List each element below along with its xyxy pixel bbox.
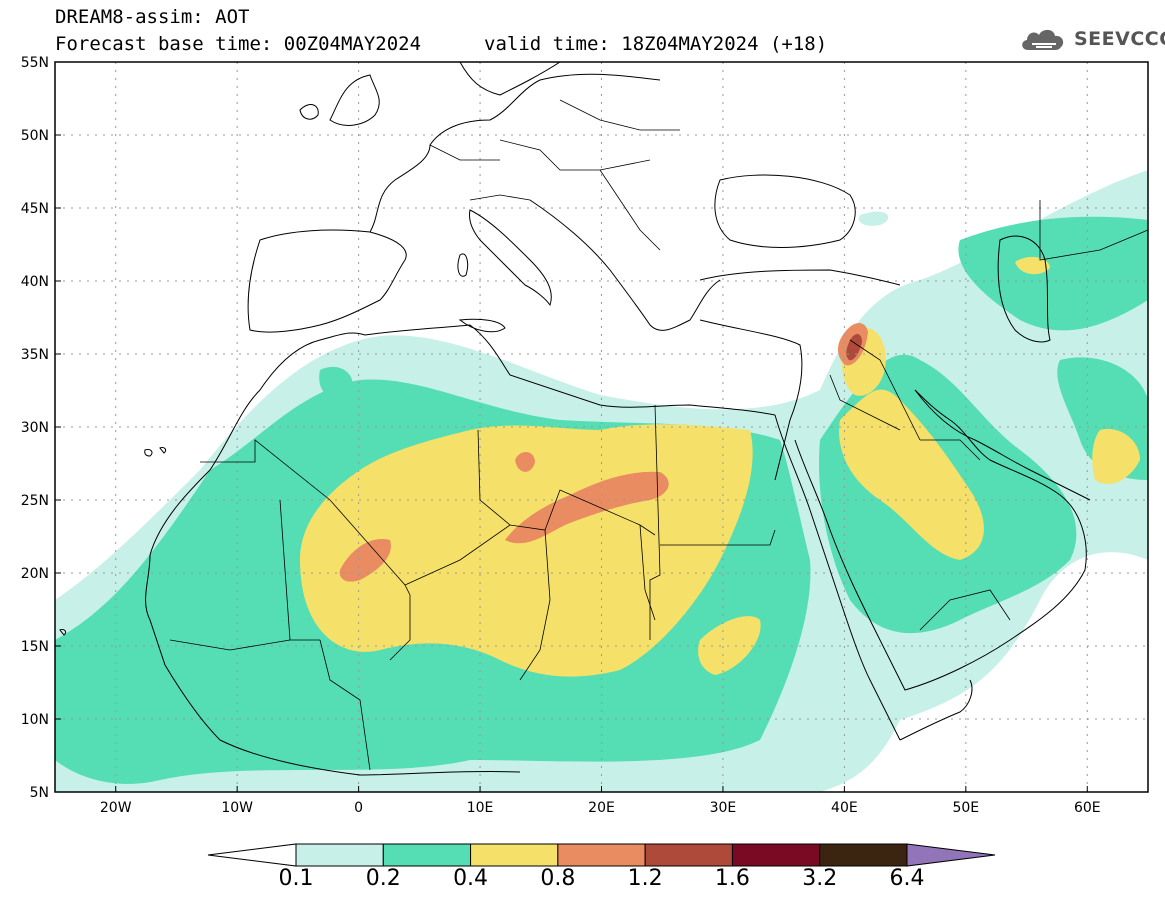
- colorbar-label: 0.1: [278, 866, 314, 891]
- colorbar-label: 1.6: [714, 866, 750, 891]
- colorbar-segment: [470, 843, 559, 867]
- lon-label: 50E: [952, 800, 979, 816]
- map-title: DREAM8-assim: AOT: [55, 6, 250, 28]
- lon-label: 20W: [100, 800, 132, 816]
- colorbar-label: 3.2: [802, 866, 838, 891]
- cloud-icon: [1022, 29, 1064, 50]
- lon-label: 0: [354, 800, 363, 816]
- aot-band-0.8: [505, 471, 669, 544]
- logo-text: SEEVCCC: [1074, 28, 1165, 50]
- colorbar-label: 6.4: [889, 866, 925, 891]
- lat-label: 20N: [21, 566, 49, 582]
- seevccc-logo: SEEVCCC: [1018, 22, 1165, 56]
- lat-label: 50N: [21, 128, 49, 144]
- lon-label: 30E: [710, 800, 737, 816]
- coastlines: [59, 62, 1091, 776]
- graticule: [55, 62, 1148, 792]
- lat-label: 5N: [30, 785, 49, 801]
- country-borders: [169, 99, 1148, 771]
- colorbar-segment: [295, 843, 384, 867]
- lat-label: 35N: [21, 347, 49, 363]
- colorbar-segment: [207, 843, 297, 867]
- lon-label: 10W: [221, 800, 253, 816]
- lon-label: 60E: [1074, 800, 1101, 816]
- colorbar-label: 0.4: [453, 866, 489, 891]
- lat-label: 40N: [21, 274, 49, 290]
- lat-label: 55N: [21, 55, 49, 71]
- lon-label: 10E: [467, 800, 494, 816]
- lat-label: 15N: [21, 639, 49, 655]
- aot-field: [55, 170, 1148, 792]
- colorbar-label: 1.2: [627, 866, 663, 891]
- lat-label: 30N: [21, 420, 49, 436]
- colorbar-segment: [644, 843, 733, 867]
- colorbar: [207, 843, 996, 867]
- colorbar-labels: 0.1 0.2 0.4 0.8 1.2 1.6 3.2 6.4: [0, 866, 1165, 896]
- map-axes: 5N 10N 15N 20N 25N 30N 35N 40N 45N 50N 55N 20W 10W 0 1…: [21, 55, 1101, 816]
- valid-time: valid time: 18Z04MAY2024 (+18): [484, 33, 828, 55]
- lat-label: 25N: [21, 493, 49, 509]
- forecast-base-time: Forecast base time: 00Z04MAY2024: [55, 33, 422, 55]
- lon-label: 40E: [831, 800, 858, 816]
- colorbar-label: 0.2: [365, 866, 401, 891]
- colorbar-segment: [819, 843, 908, 867]
- colorbar-segment: [731, 843, 821, 867]
- colorbar-segment: [557, 843, 646, 867]
- colorbar-label: 0.8: [540, 866, 576, 891]
- colorbar-segment: [906, 843, 996, 867]
- lat-label: 10N: [21, 712, 49, 728]
- colorbar-segment: [382, 843, 472, 867]
- lat-label: 45N: [21, 201, 49, 217]
- lon-label: 20E: [588, 800, 615, 816]
